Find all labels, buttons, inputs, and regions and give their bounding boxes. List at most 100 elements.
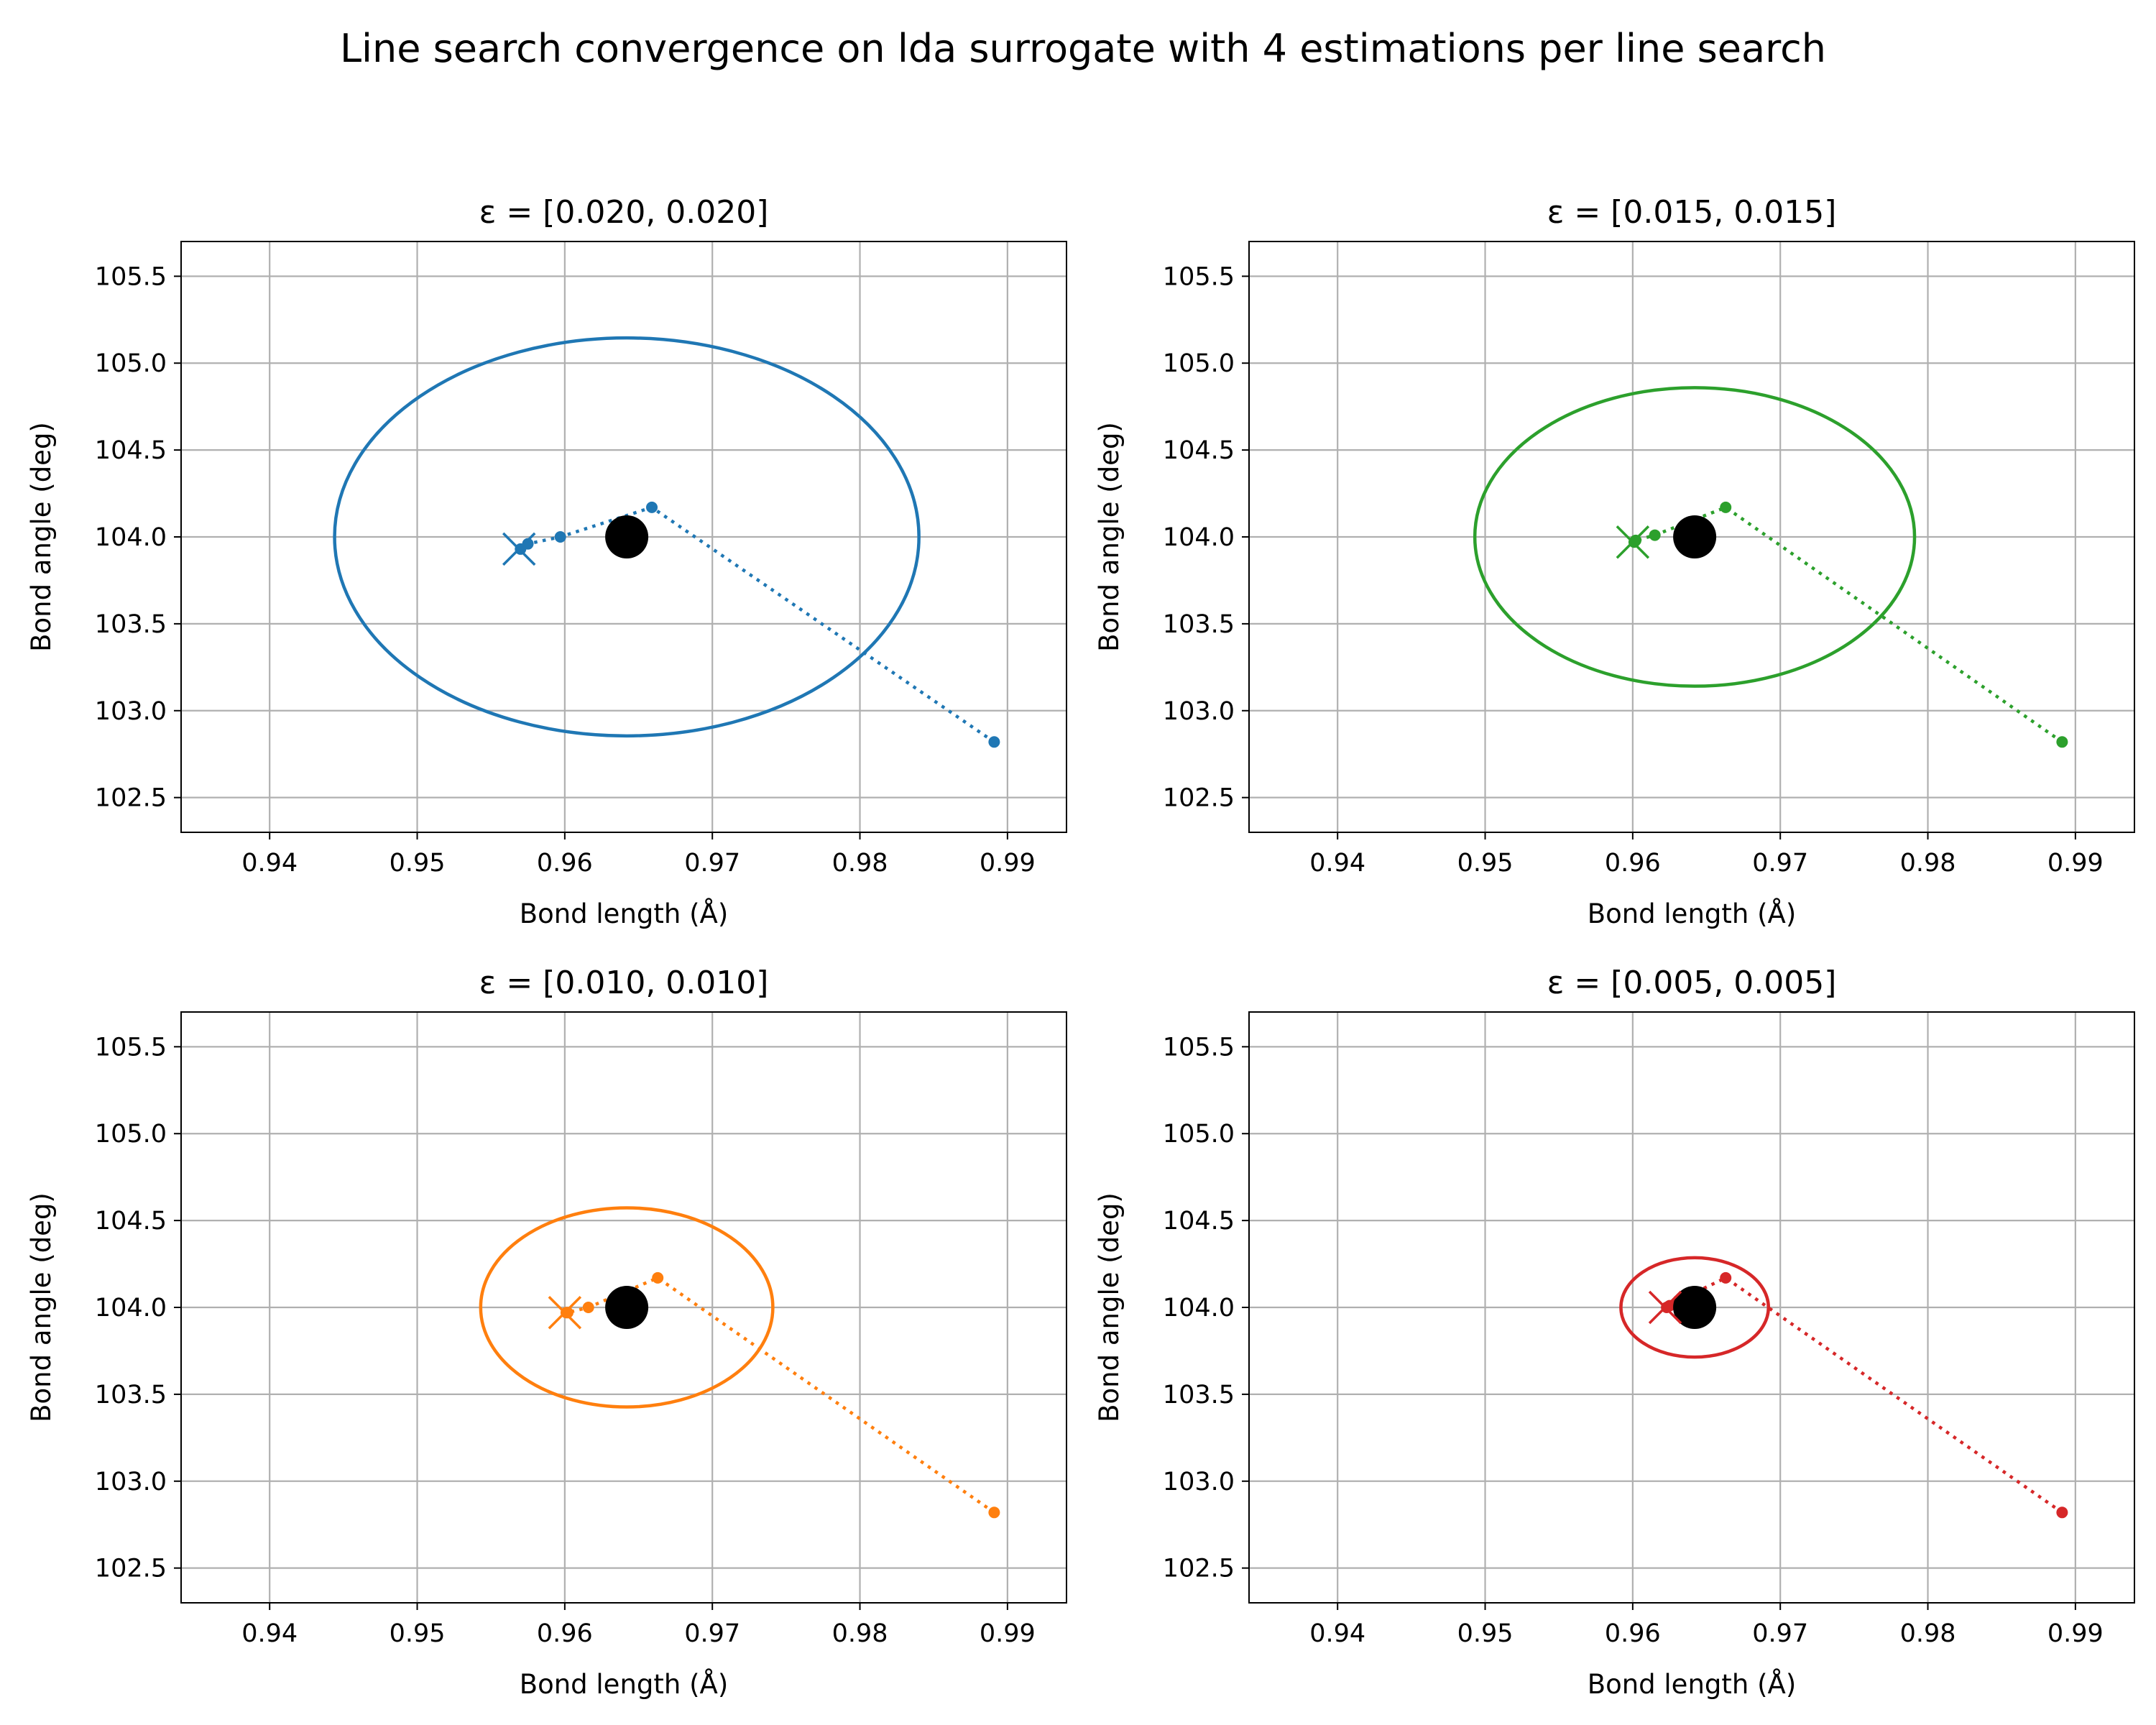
x-tick-label: 0.97 [1752,1619,1808,1648]
y-tick-label: 104.5 [95,436,167,465]
tolerance-ellipse [1619,1256,1771,1359]
x-tick-label: 0.94 [1309,849,1365,878]
y-tick-label: 103.0 [95,697,167,726]
x-tick-label: 0.97 [684,1619,740,1648]
y-tick-label: 104.5 [1163,1207,1235,1236]
x-tick-label: 0.95 [1457,1619,1514,1648]
x-tick-label: 0.99 [980,849,1036,878]
x-tick-label: 0.94 [241,849,298,878]
y-tick-label: 104.5 [1163,436,1235,465]
y-tick-label: 102.5 [95,784,167,813]
x-tick-label: 0.96 [1605,849,1661,878]
x-tick-label: 0.95 [390,1619,446,1648]
axes-frame [1248,241,2135,833]
x-axis-label: Bond length (Å) [1588,1668,1797,1700]
target-marker [605,515,649,558]
x-tick-label: 0.98 [832,849,888,878]
y-tick-label: 105.5 [95,262,167,291]
y-tick-label: 104.0 [95,1294,167,1322]
x-tick-label: 0.98 [1900,849,1956,878]
y-tick-label: 105.5 [95,1033,167,1062]
x-tick-label: 0.95 [1457,849,1514,878]
y-tick-label: 105.0 [95,1120,167,1149]
x-axis-label: Bond length (Å) [520,1668,729,1700]
y-tick-label: 102.5 [1163,1555,1235,1583]
x-tick-label: 0.99 [2047,849,2104,878]
x-tick-label: 0.94 [241,1619,298,1648]
y-tick-label: 103.5 [95,1381,167,1409]
search-path-point [646,501,658,513]
target-marker [1673,1286,1717,1329]
y-axis-label: Bond angle (deg) [26,422,57,652]
y-tick-label: 104.0 [1163,523,1235,552]
final-estimate-marker [1648,1290,1682,1325]
subplot-2: 0.94 0.95 0.96 0.97 0.98 0.99 102.5 103.0 103.5 1… [1094,194,2135,929]
x-axis-label: Bond length (Å) [1588,898,1797,929]
tolerance-ellipse [1473,386,1917,688]
target-marker [1673,515,1717,558]
axes-frame [1248,1011,2135,1604]
subplot-title: ε = [0.020, 0.020] [479,194,769,231]
search-path-point [1720,1271,1732,1284]
y-tick-label: 104.0 [1163,1294,1235,1322]
y-tick-label: 103.5 [1163,1381,1235,1409]
search-path-point [582,1302,594,1313]
x-tick-label: 0.98 [1900,1619,1956,1648]
search-path-point [1720,501,1732,513]
x-tick-label: 0.98 [832,1619,888,1648]
search-path-point [988,736,1000,748]
y-tick-label: 105.0 [1163,1120,1235,1149]
search-path-point [988,1506,1000,1519]
x-tick-label: 0.99 [2047,1619,2104,1648]
x-axis-label: Bond length (Å) [520,898,729,929]
search-path-point [1649,529,1661,541]
final-estimate-marker [502,532,536,566]
y-tick-label: 103.5 [95,610,167,639]
tolerance-ellipse [479,1206,775,1409]
y-tick-label: 104.5 [95,1207,167,1236]
y-tick-label: 105.5 [1163,262,1235,291]
y-tick-label: 103.5 [1163,610,1235,639]
figure-title: Line search convergence on lda surrogate… [340,26,1826,71]
plot-area [333,336,1000,748]
y-tick-label: 102.5 [1163,784,1235,813]
y-tick-label: 105.0 [95,349,167,378]
subplot-title: ε = [0.015, 0.015] [1547,194,1837,231]
y-tick-label: 103.0 [95,1468,167,1496]
tolerance-ellipse [333,336,921,738]
subplot-title: ε = [0.010, 0.010] [479,965,769,1001]
y-axis-label: Bond angle (deg) [1094,422,1125,652]
final-estimate-marker [548,1296,582,1330]
y-tick-label: 105.0 [1163,349,1235,378]
subplot-title: ε = [0.005, 0.005] [1547,965,1837,1001]
plot-area [1473,386,2068,748]
y-tick-label: 103.0 [1163,697,1235,726]
y-tick-label: 102.5 [95,1555,167,1583]
x-tick-label: 0.96 [537,1619,593,1648]
x-tick-label: 0.95 [390,849,446,878]
search-path-point [2056,736,2068,748]
final-estimate-marker [1616,525,1650,559]
x-tick-label: 0.97 [684,849,740,878]
x-tick-label: 0.94 [1309,1619,1365,1648]
plot-area [1619,1256,2068,1519]
target-marker [605,1286,649,1329]
search-path-point [652,1271,664,1284]
x-tick-label: 0.97 [1752,849,1808,878]
y-tick-label: 104.0 [95,523,167,552]
x-tick-label: 0.99 [980,1619,1036,1648]
search-path-point [2056,1506,2068,1519]
subplot-4: 0.94 0.95 0.96 0.97 0.98 0.99 102.5 103.0 103.5 1… [1094,965,2135,1700]
subplot-grid: 0.94 0.95 0.96 0.97 0.98 0.99 102.5 103.0 103.5 1… [26,194,2135,1700]
y-tick-label: 103.0 [1163,1468,1235,1496]
x-tick-label: 0.96 [1605,1619,1661,1648]
plot-area [479,1206,1000,1519]
search-path-point [554,531,566,543]
subplot-1: 0.94 0.95 0.96 0.97 0.98 0.99 102.5 103.0 103.5 1… [26,194,1067,929]
axes-frame [180,1011,1067,1604]
y-axis-label: Bond angle (deg) [1094,1192,1125,1422]
y-axis-label: Bond angle (deg) [26,1192,57,1422]
subplot-3: 0.94 0.95 0.96 0.97 0.98 0.99 102.5 103.0 103.5 1… [26,965,1067,1700]
